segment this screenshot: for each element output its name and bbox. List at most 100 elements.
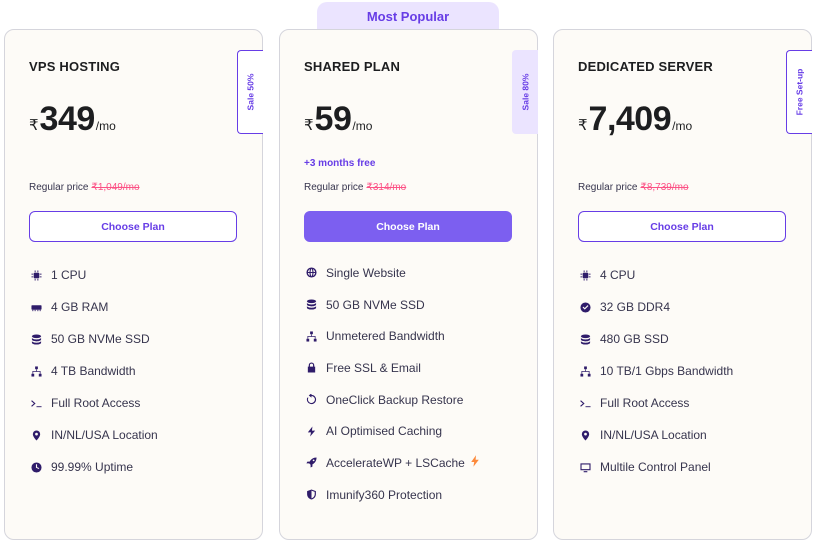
plan-title: VPS HOSTING <box>29 59 121 74</box>
choose-plan-button-vps[interactable]: Choose Plan <box>29 211 237 242</box>
cpu-icon <box>578 268 592 282</box>
database-icon <box>29 332 43 346</box>
sale-ribbon: Sale 80% <box>512 50 538 134</box>
feature-text: 50 GB NVMe SSD <box>51 332 150 346</box>
bolt-icon <box>304 424 318 438</box>
free-setup-ribbon: Free Set-up <box>786 50 812 134</box>
cpu-icon <box>29 268 43 282</box>
price-amount: 349 <box>39 100 96 138</box>
location-icon <box>29 428 43 442</box>
currency-symbol: ₹ <box>29 117 39 134</box>
feature-item: 50 GB NVMe SSD <box>29 323 158 355</box>
feature-text: 480 GB SSD <box>600 332 669 346</box>
feature-item: 4 TB Bandwidth <box>29 355 158 387</box>
feature-item: Free SSL & Email <box>304 352 480 384</box>
feature-item: AccelerateWP + LSCache <box>304 447 480 479</box>
database-icon <box>578 332 592 346</box>
ribbon-label: Sale 80% <box>520 73 530 111</box>
feature-item: AI Optimised Caching <box>304 415 480 447</box>
regular-price-value: ₹8,739/mo <box>640 182 689 193</box>
regular-price-value: ₹1,049/mo <box>91 182 140 193</box>
shield-icon <box>304 488 318 502</box>
ram-icon <box>29 300 43 314</box>
feature-item: IN/NL/USA Location <box>578 419 733 451</box>
network-icon <box>29 364 43 378</box>
feature-item: Multile Control Panel <box>578 451 733 483</box>
regular-price-value: ₹314/mo <box>366 182 407 193</box>
feature-item: OneClick Backup Restore <box>304 384 480 416</box>
feature-item: 480 GB SSD <box>578 323 733 355</box>
network-icon <box>578 364 592 378</box>
feature-item: 4 CPU <box>578 259 733 291</box>
most-popular-label: Most Popular <box>366 8 450 24</box>
price-amount: 7,409 <box>588 100 672 138</box>
feature-text: Full Root Access <box>51 396 141 410</box>
choose-plan-button-dedicated[interactable]: Choose Plan <box>578 211 786 242</box>
rocket-icon <box>304 456 318 470</box>
feature-text: 1 CPU <box>51 268 87 282</box>
check-badge-icon <box>578 300 592 314</box>
regular-price: Regular price ₹314/mo <box>304 182 406 193</box>
feature-item: Full Root Access <box>29 387 158 419</box>
plan-price: ₹ 7,409 /mo <box>578 100 692 139</box>
globe-icon <box>304 266 318 280</box>
feature-item: Unmetered Bandwidth <box>304 320 480 352</box>
feature-text: IN/NL/USA Location <box>600 428 707 442</box>
ribbon-label: Sale 50% <box>245 73 256 111</box>
feature-item: Full Root Access <box>578 387 733 419</box>
feature-item: 32 GB DDR4 <box>578 291 733 323</box>
lock-icon <box>304 361 318 375</box>
plan-price: ₹ 349 /mo <box>29 100 116 139</box>
feature-item: 50 GB NVMe SSD <box>304 289 480 321</box>
feature-list: 1 CPU 4 GB RAM 50 GB NVMe SSD 4 TB Bandw… <box>29 259 158 483</box>
sale-ribbon: Sale 50% <box>237 50 263 134</box>
regular-price-label: Regular price <box>578 182 638 193</box>
feature-text: AI Optimised Caching <box>326 424 443 439</box>
monitor-icon <box>578 460 592 474</box>
terminal-icon <box>29 396 43 410</box>
feature-text: Imunify360 Protection <box>326 487 443 502</box>
currency-symbol: ₹ <box>578 117 588 134</box>
most-popular-tab: Most Popular <box>317 2 499 30</box>
feature-text: IN/NL/USA Location <box>51 428 158 442</box>
feature-item: IN/NL/USA Location <box>29 419 158 451</box>
feature-text: Single Website <box>326 265 406 280</box>
feature-text: Free SSL & Email <box>326 360 421 375</box>
price-period: /mo <box>352 119 373 133</box>
plan-card-vps-hosting: VPS HOSTING Sale 50% ₹ 349 /mo Regular p… <box>4 29 263 540</box>
feature-item: 99.99% Uptime <box>29 451 158 483</box>
location-icon <box>578 428 592 442</box>
terminal-icon <box>578 396 592 410</box>
feature-item: 4 GB RAM <box>29 291 158 323</box>
feature-text: 4 GB RAM <box>51 300 109 314</box>
feature-text: Full Root Access <box>600 396 690 410</box>
feature-text: 4 CPU <box>600 268 636 282</box>
plan-card-shared-plan: SHARED PLAN Sale 80% ₹ 59 /mo +3 months … <box>279 29 538 540</box>
regular-price-label: Regular price <box>29 182 89 193</box>
network-icon <box>304 329 318 343</box>
feature-text: 50 GB NVMe SSD <box>326 297 425 312</box>
choose-plan-button-shared[interactable]: Choose Plan <box>304 211 512 242</box>
lightning-bolt-icon <box>465 455 480 470</box>
feature-item: 1 CPU <box>29 259 158 291</box>
restore-icon <box>304 393 318 407</box>
feature-item: 10 TB/1 Gbps Bandwidth <box>578 355 733 387</box>
feature-item: Imunify360 Protection <box>304 479 480 511</box>
plan-title: DEDICATED SERVER <box>578 59 713 74</box>
feature-text: 10 TB/1 Gbps Bandwidth <box>600 364 734 378</box>
feature-text: OneClick Backup Restore <box>326 392 464 407</box>
feature-text: 4 TB Bandwidth <box>51 364 136 378</box>
feature-text: Multile Control Panel <box>600 460 711 474</box>
price-amount: 59 <box>314 100 352 138</box>
plan-price: ₹ 59 /mo <box>304 100 372 139</box>
feature-text: Unmetered Bandwidth <box>326 329 445 344</box>
feature-text: AccelerateWP + LSCache <box>326 455 465 470</box>
feature-text: 32 GB DDR4 <box>600 300 671 314</box>
bonus-offer: +3 months free <box>304 158 376 169</box>
feature-list: 4 CPU 32 GB DDR4 480 GB SSD 10 TB/1 Gbps… <box>578 259 733 483</box>
feature-item: Single Website <box>304 257 480 289</box>
regular-price: Regular price ₹1,049/mo <box>29 182 140 193</box>
ribbon-label: Free Set-up <box>794 68 805 116</box>
feature-list: Single Website 50 GB NVMe SSD Unmetered … <box>304 257 480 511</box>
database-icon <box>304 298 318 312</box>
